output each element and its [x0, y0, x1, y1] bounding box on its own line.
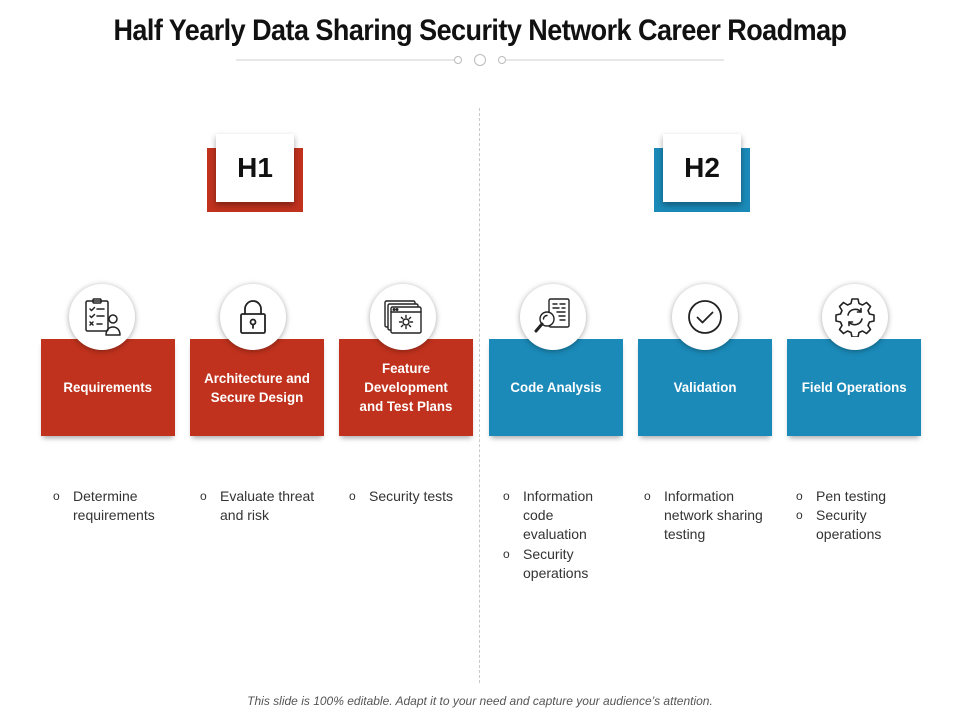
stage-label: Code Analysis — [510, 379, 602, 395]
half-tab-h2: H2 — [654, 134, 750, 212]
stage-label: Field Operations — [801, 379, 907, 395]
stage-icon-holder — [520, 284, 586, 350]
page-title: Half Yearly Data Sharing Security Networ… — [113, 14, 847, 47]
list-item: Evaluate threat and risk — [200, 487, 330, 525]
bullet-list-field-operations: Pen testing Security operations — [796, 487, 921, 545]
browser-gear-icon — [384, 300, 422, 334]
stage-label: Architecture and Secure Design — [204, 369, 310, 405]
stage-icon-holder — [822, 284, 888, 350]
stage-icon-holder — [370, 284, 436, 350]
bullet-list-code-analysis: Information code evaluation Security ope… — [503, 487, 618, 583]
list-item: Security tests — [349, 487, 479, 506]
list-item: Information code evaluation — [503, 487, 618, 545]
bullet-list-architecture: Evaluate threat and risk — [200, 487, 330, 525]
stage-icon-holder — [220, 284, 286, 350]
stage-card-code-analysis: Code Analysis — [489, 339, 623, 436]
stage-card-architecture: Architecture and Secure Design — [190, 339, 324, 436]
stage-card-requirements: Requirements — [41, 339, 175, 436]
stage-label: Feature Development and Test Plans — [359, 360, 453, 414]
list-item: Security operations — [796, 506, 921, 544]
stage-icon-holder — [672, 284, 738, 350]
stage-label: Validation — [673, 379, 737, 395]
half-tab-h1: H1 — [207, 134, 303, 212]
list-item: Pen testing — [796, 487, 921, 506]
gear-refresh-icon — [835, 298, 875, 337]
stage-card-validation: Validation — [638, 339, 772, 436]
list-item: Information network sharing testing — [644, 487, 779, 545]
half-label: H2 — [663, 134, 741, 202]
bullet-list-requirements: Determine requirements — [53, 487, 178, 525]
bullet-list-feature-development: Security tests — [349, 487, 479, 506]
checkmark-circle-icon — [688, 300, 722, 334]
stage-icon-holder — [69, 284, 135, 350]
stage-card-feature-development: Feature Development and Test Plans — [339, 339, 473, 436]
stage-card-field-operations: Field Operations — [787, 339, 921, 436]
code-magnifier-icon — [534, 298, 570, 333]
list-item: Determine requirements — [53, 487, 178, 525]
stage-label: Requirements — [63, 379, 153, 395]
padlock-icon — [240, 300, 266, 334]
half-label: H1 — [216, 134, 294, 202]
list-item: Security operations — [503, 545, 618, 583]
checklist-person-icon — [85, 298, 121, 336]
bullet-list-validation: Information network sharing testing — [644, 487, 779, 545]
footer-note: This slide is 100% editable. Adapt it to… — [247, 694, 713, 708]
title-divider — [236, 54, 724, 66]
center-divider — [479, 108, 480, 683]
